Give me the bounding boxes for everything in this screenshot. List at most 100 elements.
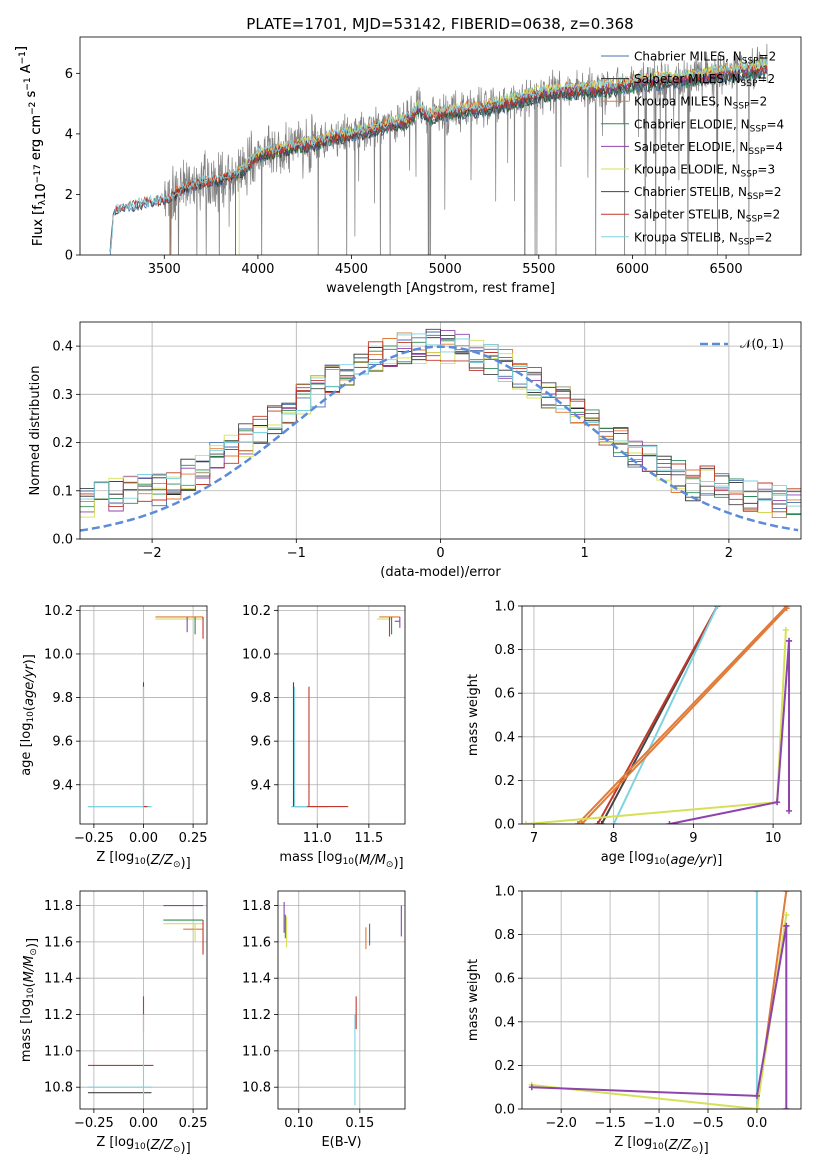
label-part: Z/Z	[150, 853, 174, 868]
x-tick-label: −1.0	[643, 1116, 675, 1131]
label-part: −2	[28, 102, 38, 115]
label-part: Flux [f	[31, 205, 46, 246]
y-tick-label: 11.8	[44, 899, 73, 914]
figure-title: PLATE=1701, MJD=53142, FIBERID=0638, z=0…	[246, 15, 633, 33]
x-tick-label: −0.5	[692, 1116, 724, 1131]
label-part: −17	[33, 164, 43, 183]
label-part: ⊙	[173, 860, 181, 870]
label-part: 10	[134, 1142, 146, 1152]
legend-n: =4	[765, 140, 783, 154]
x-tick-label: 3500	[148, 262, 181, 277]
x-tick-label: 5000	[429, 262, 462, 277]
label-part: s	[24, 90, 39, 101]
legend-entry-kroupa-miles: Kroupa MILES, NSSP=2	[634, 95, 767, 112]
x-tick-label: 0	[436, 546, 444, 561]
legend-sub: SSP	[750, 124, 767, 134]
y-tick-label: 1.0	[494, 885, 515, 900]
y-tick-label: 6	[65, 67, 73, 82]
x-tick-label: 0.0	[747, 1116, 768, 1131]
legend-sub: SSP	[738, 237, 755, 247]
y-tick-label: 9.6	[52, 735, 73, 750]
label-part: Z/Z	[668, 1138, 692, 1153]
label-part: erg cm	[29, 115, 44, 164]
massweight_vs_age-axes	[522, 605, 801, 825]
label-part: ]	[14, 46, 29, 51]
axes-frame	[521, 605, 802, 825]
legend-entry-chabrier-elodie: Chabrier ELODIE, NSSP=4	[634, 117, 784, 134]
legend-n: =2	[764, 185, 782, 199]
mass_vs_Z-frame: −0.25 0.00 0.25 10.8 11.0 11.2 11.4 11.6 11.8 Z […	[19, 890, 208, 1156]
y-tick-label: 11.6	[242, 935, 271, 950]
age_vs_mass-plot	[291, 616, 401, 808]
y-tick-label: 10.2	[44, 604, 73, 619]
label-part: )]	[699, 1141, 709, 1156]
y-tick-label: 10.0	[242, 647, 271, 662]
mass_vs_Z-plot	[87, 904, 204, 1106]
label-part: ]	[14, 46, 29, 51]
axes-frame	[79, 36, 802, 256]
y-tick-label: 9.4	[250, 778, 271, 793]
x-tick-label: 10	[765, 831, 782, 846]
x-tick-label: −1	[287, 546, 306, 561]
mass-weight-line-salpeter-stelib	[596, 606, 719, 824]
y-tick-label: 0.2	[494, 1059, 515, 1074]
label-part: ⊙	[691, 1145, 699, 1155]
y-tick-label: 11.6	[44, 935, 73, 950]
label-part: 10	[26, 987, 36, 999]
label-part: mass [log	[279, 850, 342, 865]
y-tick-label: 0.4	[494, 730, 515, 745]
label-part: (	[22, 982, 37, 987]
label-part: 10	[34, 183, 49, 200]
residuals-plot	[80, 328, 801, 532]
x-tick-label: −0.25	[74, 1116, 114, 1131]
legend-text: Salpeter ELODIE, N	[634, 140, 748, 154]
label-part: (	[22, 706, 37, 711]
y-tick-label: 0.0	[52, 533, 73, 548]
y-tick-label: 0.0	[494, 1103, 515, 1118]
x-tick-label: 0.15	[345, 1116, 374, 1131]
legend-sub: SSP	[733, 102, 750, 112]
label-part: erg cm	[29, 115, 44, 164]
x-tick-label: −2.0	[545, 1116, 577, 1131]
x-tick-label: 4000	[241, 262, 274, 277]
residual-histogram-kroupa-stelib	[80, 333, 801, 507]
y-tick-label: 10.8	[242, 1081, 271, 1096]
legend-entry-chabrier-stelib: Chabrier STELIB, NSSP=2	[634, 185, 782, 202]
label-part: ⊙	[386, 860, 394, 870]
x-axis-label: E(B-V)	[321, 1135, 361, 1150]
label-part: −1	[23, 77, 33, 90]
x-tick-label: −0.25	[74, 831, 114, 846]
y-axis-label: Normed distribution	[28, 366, 43, 496]
label-part: M/M	[359, 853, 386, 868]
mass-weight-line-kroupa-miles	[577, 606, 788, 824]
label-part: 10	[134, 857, 146, 867]
y-tick-label: 0.4	[52, 340, 73, 355]
label-part: λ	[38, 199, 48, 205]
massweight_vs_Z-plot	[528, 891, 790, 1109]
label-part: )]	[393, 856, 403, 871]
legend-sub: SSP	[748, 147, 765, 157]
label-part: (	[665, 853, 670, 868]
normal-curve	[80, 345, 799, 532]
age_vs_Z-plot	[87, 616, 204, 808]
x-tick-label: 0.00	[129, 831, 158, 846]
y-axis-label: mass weight	[466, 674, 481, 756]
legend-entry-kroupa-stelib: Kroupa STELIB, NSSP=2	[634, 230, 772, 247]
legend-n: =2	[750, 95, 768, 109]
y-tick-label: 11.0	[242, 1044, 271, 1059]
label-part: s	[24, 90, 39, 101]
x-tick-label: 1	[581, 546, 589, 561]
y-tick-label: 9.8	[52, 691, 73, 706]
legend-n: =3	[757, 163, 775, 177]
legend-text: Chabrier ELODIE, N	[634, 117, 750, 131]
y-tick-label: 0.2	[52, 436, 73, 451]
y-tick-label: 0.2	[494, 774, 515, 789]
y-tick-label: 0.1	[52, 484, 73, 499]
x-tick-label: 6500	[710, 262, 743, 277]
massweight_vs_Z-frame: −2.0 −1.5 −1.0 −0.5 0.0 0.0 0.2 0.4 0.6 0.8 1.0 Z […	[466, 885, 802, 1156]
x-tick-label: 2	[725, 546, 733, 561]
residuals-frame: −2 −1 0 1 2 0.0 0.1 0.2 0.3 0.4 (data-model)/error…	[28, 321, 802, 580]
y-axis-label: Flux [fλ10−17 erg cm−2 s−1 A−1]	[14, 46, 49, 246]
mass-weight-line-kroupa-stelib	[612, 606, 719, 824]
